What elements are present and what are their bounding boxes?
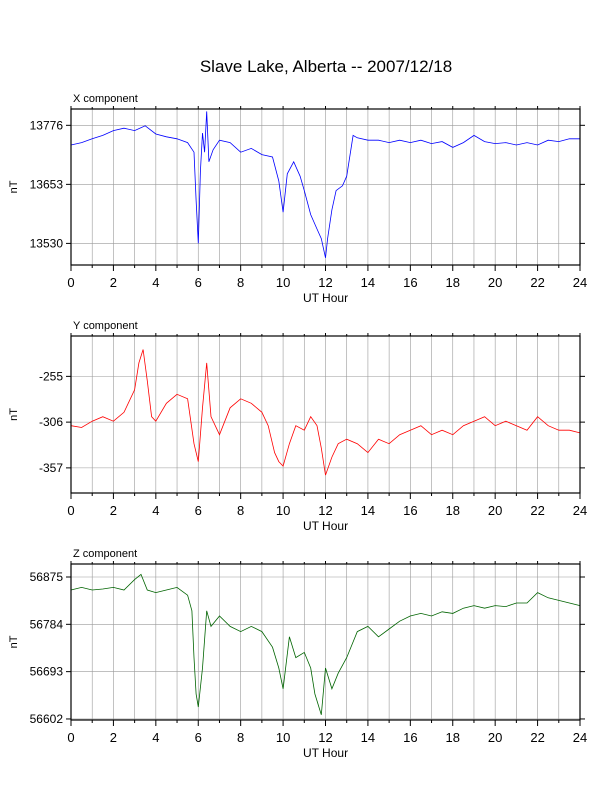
- panel-1-xtick-label: 16: [403, 275, 417, 290]
- panel-1-data-line: [70, 111, 580, 258]
- panel-1-ytick-label: 13530: [30, 236, 64, 250]
- panel-3-xtick-label: 10: [276, 730, 290, 745]
- panel-2-xtick-label: 6: [195, 503, 202, 518]
- panel-2-xtick-label: 4: [152, 503, 159, 518]
- panel-2-title: Y component: [73, 320, 138, 332]
- panel-3-xtick-label: 6: [195, 730, 202, 745]
- panel-3-data-line: [70, 573, 581, 715]
- panel-1-xtick-label: 8: [237, 275, 244, 290]
- panel-3-xtick-label: 0: [67, 730, 74, 745]
- panel-2-xtick-label: 2: [110, 503, 117, 518]
- panel-3-xtick-label: 20: [488, 730, 502, 745]
- panel-2-xtick-label: 10: [276, 503, 290, 518]
- panel-3-xtick-label: 2: [110, 730, 117, 745]
- panel-2-xtick-label: 24: [573, 503, 587, 518]
- panel-2-data-line: [70, 349, 581, 476]
- panel-3-xtick-label: 16: [403, 730, 417, 745]
- panel-2-xtick-label: 20: [488, 503, 502, 518]
- panel-3-xtick-label: 18: [446, 730, 460, 745]
- panel-3-ytick-label: 56602: [30, 712, 64, 726]
- panel-2-xtick-label: 8: [237, 503, 244, 518]
- panel-1-xtick-label: 18: [446, 275, 460, 290]
- panel-3-title: Z component: [73, 548, 137, 560]
- panel-1-xtick-label: 10: [276, 275, 290, 290]
- panel-3-ytick-label: 56784: [30, 617, 64, 631]
- panel-3-xtick-label: 4: [152, 730, 159, 745]
- panel-2-ylabel: nT: [8, 408, 20, 421]
- panel-3-ylabel: nT: [8, 635, 20, 648]
- panel-2-xtick-label: 14: [361, 503, 375, 518]
- panel-3-xtick-label: 14: [361, 730, 375, 745]
- panel-1-xtick-label: 6: [195, 275, 202, 290]
- panel-3-xtick-label: 24: [573, 730, 587, 745]
- panel-1-ytick-label: 13653: [30, 177, 64, 191]
- panel-2-xlabel: UT Hour: [303, 519, 348, 533]
- panel-2-xtick-label: 12: [318, 503, 332, 518]
- panel-2-ytick-label: -357: [39, 461, 63, 475]
- panel-1-xtick-label: 2: [110, 275, 117, 290]
- panel-1-title: X component: [73, 93, 138, 105]
- panel-3-xtick-label: 8: [237, 730, 244, 745]
- panel-2-xtick-label: 0: [67, 503, 74, 518]
- panel-1-xtick-label: 12: [318, 275, 332, 290]
- panel-2-xtick-label: 22: [530, 503, 544, 518]
- panel-3-ytick-label: 56875: [30, 570, 64, 584]
- chart-main-title: Slave Lake, Alberta -- 2007/12/18: [199, 57, 453, 76]
- panel-1-xtick-label: 14: [361, 275, 375, 290]
- panel-1-xtick-label: 24: [573, 275, 587, 290]
- panel-1-ytick-label: 13776: [30, 118, 64, 132]
- panel-2-xtick-label: 16: [403, 503, 417, 518]
- panel-1-ylabel: nT: [8, 180, 20, 193]
- panel-3-xtick-label: 12: [318, 730, 332, 745]
- panel-1-xtick-label: 4: [152, 275, 159, 290]
- panel-3-xtick-label: 22: [530, 730, 544, 745]
- panel-3-xlabel: UT Hour: [303, 746, 348, 760]
- panel-1-xlabel: UT Hour: [303, 291, 348, 305]
- panel-1-xtick-label: 22: [530, 275, 544, 290]
- panel-2-xtick-label: 18: [446, 503, 460, 518]
- panel-1-xtick-label: 0: [67, 275, 74, 290]
- panel-2-ytick-label: -255: [39, 369, 63, 383]
- panel-3-ytick-label: 56693: [30, 665, 64, 679]
- panel-1-xtick-label: 20: [488, 275, 502, 290]
- panel-2-ytick-label: -306: [39, 415, 63, 429]
